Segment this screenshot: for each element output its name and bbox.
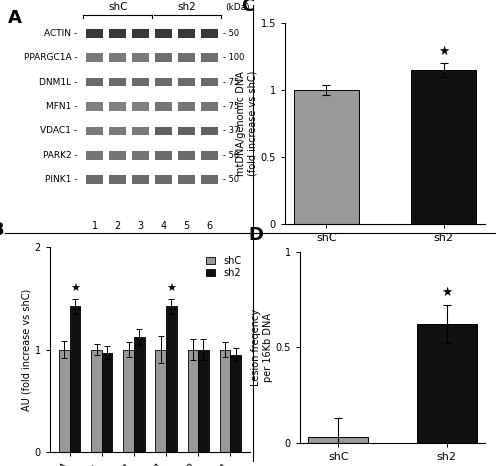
- Bar: [188, 350, 198, 452]
- Text: - 37: - 37: [223, 126, 240, 136]
- Text: - 50: - 50: [223, 151, 239, 160]
- Bar: [178, 176, 195, 184]
- Bar: [178, 127, 195, 135]
- Text: ★: ★: [438, 45, 450, 58]
- Text: 4: 4: [160, 221, 166, 231]
- Bar: [294, 90, 358, 224]
- Text: PINK1 -: PINK1 -: [45, 175, 78, 184]
- Text: ★: ★: [441, 287, 452, 300]
- Bar: [109, 127, 126, 135]
- Y-axis label: AU (fold increase vs shC): AU (fold increase vs shC): [22, 288, 32, 411]
- Bar: [178, 53, 195, 62]
- Bar: [86, 151, 104, 160]
- Bar: [178, 102, 195, 111]
- Text: - 100: - 100: [223, 53, 244, 62]
- Text: D: D: [248, 226, 263, 244]
- Bar: [417, 324, 476, 443]
- Bar: [132, 151, 149, 160]
- Bar: [155, 102, 172, 111]
- Bar: [200, 151, 218, 160]
- Text: shC: shC: [108, 2, 128, 12]
- Bar: [109, 78, 126, 86]
- Bar: [124, 350, 134, 452]
- Bar: [132, 78, 149, 86]
- Text: 1: 1: [92, 221, 98, 231]
- Bar: [178, 29, 195, 38]
- Bar: [308, 437, 368, 443]
- Y-axis label: Lesion freqency
per 16Kb DNA: Lesion freqency per 16Kb DNA: [251, 308, 273, 386]
- Text: 5: 5: [183, 221, 190, 231]
- Bar: [70, 307, 80, 452]
- Bar: [86, 176, 104, 184]
- Bar: [91, 350, 102, 452]
- Bar: [200, 127, 218, 135]
- Bar: [109, 102, 126, 111]
- Y-axis label: mtDNA/genomic DNA
(fold increase vs shC): mtDNA/genomic DNA (fold increase vs shC): [236, 71, 258, 176]
- Bar: [86, 78, 104, 86]
- Text: DNM1L -: DNM1L -: [39, 77, 78, 87]
- Text: PARK2 -: PARK2 -: [42, 151, 78, 160]
- Bar: [412, 70, 476, 224]
- Text: VDAC1 -: VDAC1 -: [40, 126, 78, 136]
- Text: A: A: [8, 9, 22, 27]
- Bar: [200, 176, 218, 184]
- Text: 2: 2: [114, 221, 121, 231]
- Bar: [155, 53, 172, 62]
- Bar: [178, 151, 195, 160]
- Text: - 50: - 50: [223, 29, 239, 38]
- Bar: [155, 151, 172, 160]
- Bar: [155, 29, 172, 38]
- Bar: [156, 350, 166, 452]
- Bar: [132, 53, 149, 62]
- Bar: [200, 78, 218, 86]
- Bar: [230, 355, 241, 452]
- Bar: [132, 29, 149, 38]
- Bar: [200, 102, 218, 111]
- Text: PPARGC1A -: PPARGC1A -: [24, 53, 78, 62]
- Bar: [198, 350, 209, 452]
- Bar: [109, 151, 126, 160]
- Bar: [155, 78, 172, 86]
- Text: ★: ★: [166, 284, 176, 294]
- Text: C: C: [241, 0, 254, 15]
- Bar: [200, 53, 218, 62]
- Text: (kDa): (kDa): [226, 3, 250, 12]
- Bar: [109, 53, 126, 62]
- Bar: [109, 29, 126, 38]
- Bar: [109, 176, 126, 184]
- Text: B: B: [0, 221, 4, 239]
- Bar: [220, 350, 230, 452]
- Legend: shC, sh2: shC, sh2: [204, 254, 243, 280]
- Bar: [102, 353, 113, 452]
- Bar: [155, 127, 172, 135]
- Bar: [166, 307, 176, 452]
- Text: 3: 3: [138, 221, 143, 231]
- Bar: [132, 102, 149, 111]
- Text: ACTIN -: ACTIN -: [44, 29, 78, 38]
- Bar: [86, 53, 104, 62]
- Text: - 50: - 50: [223, 175, 239, 184]
- Bar: [86, 102, 104, 111]
- Bar: [132, 127, 149, 135]
- Text: 6: 6: [206, 221, 212, 231]
- Text: - 75: - 75: [223, 102, 240, 111]
- Bar: [86, 127, 104, 135]
- Text: ★: ★: [70, 284, 80, 294]
- Text: sh2: sh2: [177, 2, 196, 12]
- Bar: [200, 29, 218, 38]
- Bar: [86, 29, 104, 38]
- Bar: [132, 176, 149, 184]
- Text: MFN1 -: MFN1 -: [46, 102, 78, 111]
- Bar: [155, 176, 172, 184]
- Bar: [178, 78, 195, 86]
- Text: - 75: - 75: [223, 77, 240, 87]
- Bar: [59, 350, 70, 452]
- Bar: [134, 337, 144, 452]
